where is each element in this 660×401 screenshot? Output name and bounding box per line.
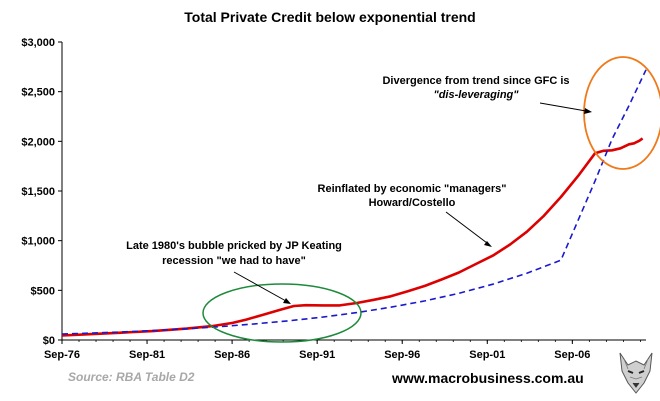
credit-series-line (61, 137, 644, 337)
annotation-divergence: Divergence from trend since GFC is "dis-… (382, 75, 569, 101)
annotation-reinflated-arrow (445, 211, 488, 244)
annotation-reinflated: Reinflated by economic "managers" Howard… (318, 183, 507, 209)
x-tick-label: Sep-96 (384, 349, 420, 361)
y-axis: $0 $500 $1,000 $1,500 $2,000 $2,500 $3,000 (21, 37, 62, 347)
website-link[interactable]: www.macrobusiness.com.au (392, 370, 584, 386)
y-tick-label: $0 (43, 335, 55, 347)
annotation-bubble-arrow (233, 271, 287, 302)
y-tick-label: $2,000 (21, 136, 55, 148)
gfc-highlight-ellipse (583, 56, 660, 170)
annotation-divergence-arrow (539, 102, 587, 112)
x-tick-label: Sep-01 (469, 349, 505, 361)
y-tick-label: $1,500 (21, 186, 55, 198)
annotation-divergence-line2: "dis-leveraging" (433, 89, 519, 101)
annotation-reinflated-arrowhead (484, 241, 492, 247)
x-tick-label: Sep-06 (554, 349, 590, 361)
y-tick-label: $500 (31, 285, 55, 297)
annotation-bubble: Late 1980's bubble pricked by JP Keating… (126, 240, 342, 267)
annotation-bubble-arrowhead (283, 298, 291, 304)
chart-title: Total Private Credit below exponential t… (184, 9, 475, 25)
source-note: Source: RBA Table D2 (68, 370, 195, 384)
x-tick-label: Sep-91 (299, 349, 335, 361)
y-tick-label: $2,500 (21, 87, 55, 99)
x-axis: Sep-76 Sep-81 Sep-86 Sep-91 Sep-96 Sep-01 Sep-… (44, 340, 641, 361)
x-tick-label: Sep-76 (44, 349, 80, 361)
annotation-divergence-arrowhead (584, 108, 592, 114)
x-tick-label: Sep-81 (129, 349, 165, 361)
wolf-logo-icon (619, 352, 653, 394)
annotation-reinflated-line1: Reinflated by economic "managers" (318, 183, 507, 195)
x-tick-label: Sep-86 (214, 349, 250, 361)
bubble-highlight-ellipse (202, 283, 362, 343)
annotation-reinflated-line2: Howard/Costello (369, 197, 456, 209)
y-tick-label: $3,000 (21, 37, 55, 49)
annotation-bubble-line1: Late 1980's bubble pricked by JP Keating (126, 240, 342, 252)
annotation-divergence-line1: Divergence from trend since GFC is (382, 75, 569, 87)
trend-series-line (61, 69, 647, 335)
y-tick-label: $1,000 (21, 236, 55, 248)
annotation-bubble-line2: recession "we had to have" (162, 255, 306, 267)
